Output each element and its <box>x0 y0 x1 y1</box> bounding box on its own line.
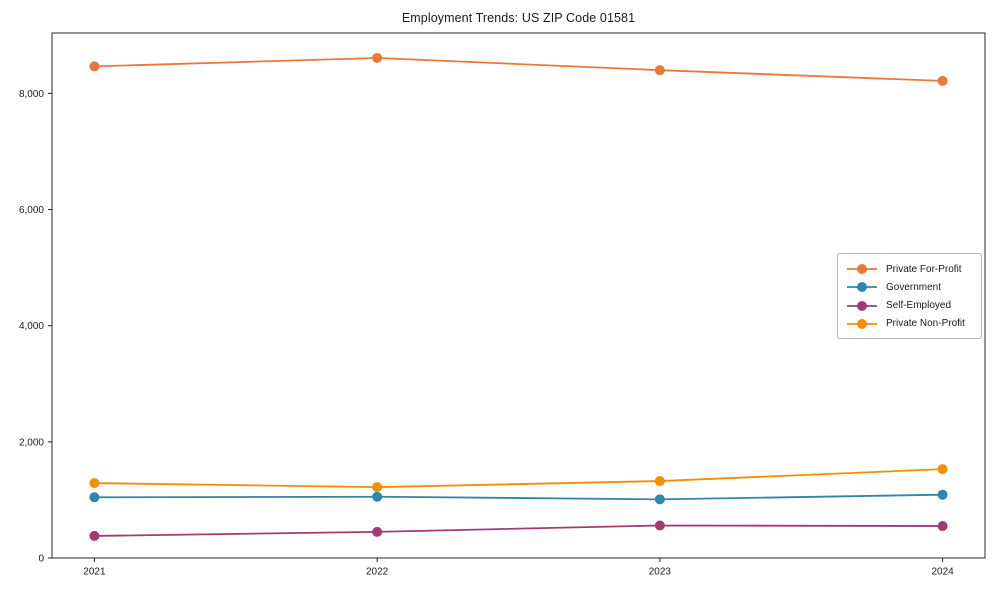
data-point <box>89 61 100 72</box>
y-tick-label: 0 <box>38 554 44 565</box>
data-point <box>937 75 948 86</box>
data-point <box>654 520 665 531</box>
series-line <box>94 493 943 501</box>
chart-title: Employment Trends: US ZIP Code 01581 <box>401 11 636 25</box>
legend-marker <box>857 300 867 311</box>
data-point <box>937 521 948 532</box>
y-tick-label: 6,000 <box>19 205 44 216</box>
x-tick-label: 2024 <box>931 567 954 578</box>
line-marker-icon <box>847 282 877 293</box>
legend-item: Self-Employed <box>847 297 973 315</box>
data-point <box>654 494 665 505</box>
legend: Private For-Profit Government Self-Emplo… <box>837 253 982 339</box>
series-layer <box>89 52 948 541</box>
data-point <box>372 491 383 502</box>
data-point <box>937 489 948 500</box>
y-tick-label: 8,000 <box>19 89 44 100</box>
series-line <box>94 57 943 82</box>
legend-label: Private For-Profit <box>886 263 962 275</box>
data-point <box>654 476 665 487</box>
legend-label: Government <box>886 281 942 293</box>
data-point <box>89 478 100 489</box>
data-point <box>654 65 665 76</box>
x-tick-label: 2021 <box>83 567 106 578</box>
data-point <box>372 482 383 493</box>
legend-label: Self-Employed <box>886 300 952 312</box>
data-point <box>89 492 100 503</box>
data-point <box>372 52 383 63</box>
data-point <box>89 530 100 541</box>
axes-layer: 0 2,000 4,000 6,000 8,000 2021 2022 2023 2024 <box>19 32 986 578</box>
x-tick-label: 2022 <box>366 567 389 578</box>
legend-marker <box>857 264 867 274</box>
series-line <box>94 468 943 489</box>
legend-item: Private For-Profit <box>847 260 973 278</box>
data-point <box>937 464 948 475</box>
legend-item: Government <box>847 278 973 296</box>
plot-frame <box>51 32 986 559</box>
y-tick-label: 2,000 <box>19 437 44 448</box>
legend-marker <box>857 282 867 293</box>
legend-label: Private Non-Profit <box>886 318 965 330</box>
y-tick-label: 4,000 <box>19 321 44 332</box>
line-marker-icon <box>847 264 877 274</box>
legend-item: Private Non-Profit <box>847 315 973 333</box>
data-point <box>372 526 383 537</box>
legend-marker <box>857 318 867 329</box>
series-line <box>94 524 943 537</box>
line-marker-icon <box>847 318 877 329</box>
line-marker-icon <box>847 300 877 311</box>
x-tick-label: 2023 <box>649 567 672 578</box>
